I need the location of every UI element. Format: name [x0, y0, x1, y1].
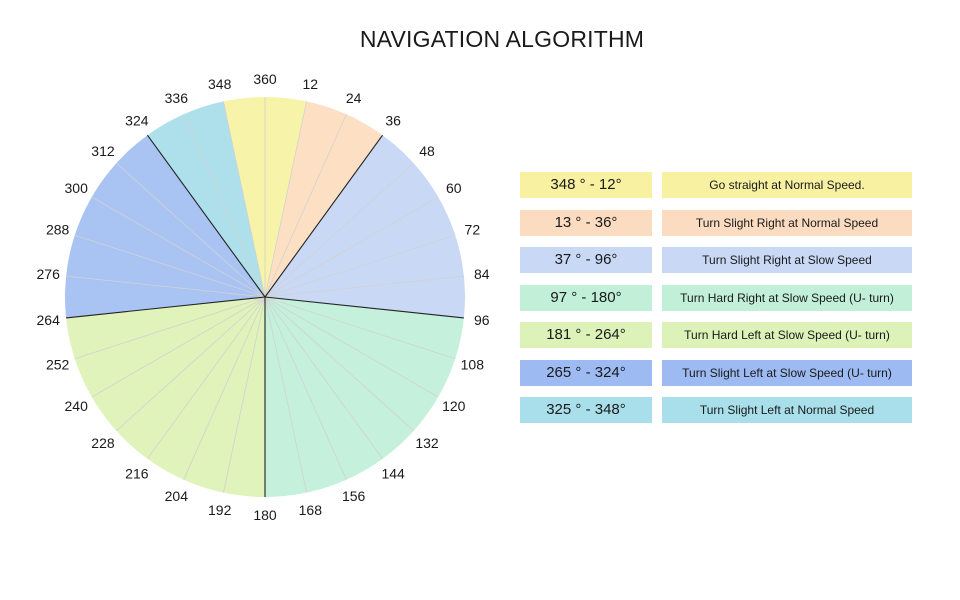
degree-tick-label: 96 [474, 312, 490, 328]
legend-range: 181 ° - 264° [520, 322, 652, 348]
division-line [264, 275, 464, 298]
division-line [116, 296, 266, 432]
division-line [264, 296, 414, 432]
degree-tick-label: 204 [165, 488, 189, 504]
legend-range: 13 ° - 36° [520, 209, 652, 236]
division-line [264, 296, 347, 480]
division-line [264, 196, 439, 298]
legend-action: Turn Slight Left at Slow Speed (U- turn) [662, 359, 912, 386]
degree-tick-label: 156 [342, 488, 366, 504]
division-line [74, 296, 266, 360]
division-line [183, 114, 266, 298]
legend-action: Turn Slight Right at Slow Speed [662, 247, 912, 273]
degree-tick-label: 48 [419, 143, 435, 159]
division-line [264, 234, 456, 298]
degree-tick-label: 276 [37, 266, 61, 282]
legend-action: Go straight at Normal Speed. [662, 172, 912, 198]
division-line [264, 296, 307, 493]
wheel-zone [265, 135, 465, 318]
degree-tick-label: 240 [65, 398, 89, 414]
legend-range: 97 ° - 180° [520, 284, 652, 311]
division-line [74, 234, 266, 298]
wheel-zone [265, 297, 464, 497]
legend-action: Turn Hard Left at Slow Speed (U- turn) [662, 322, 912, 348]
degree-tick-label: 336 [165, 90, 189, 106]
degree-tick-label: 180 [253, 507, 277, 523]
wheel-zone [147, 101, 265, 298]
division-line [264, 114, 347, 298]
legend-row: 37 ° - 96° Turn Slight Right at Slow Spe… [520, 247, 912, 285]
zone-boundary-line [264, 134, 384, 298]
legend-action: Turn Slight Left at Normal Speed [662, 397, 912, 423]
zone-boundary-line [146, 134, 266, 298]
legend-range: 325 ° - 348° [520, 397, 652, 423]
degree-tick-label: 300 [65, 180, 89, 196]
degree-tick-label: 144 [381, 465, 405, 481]
degree-tick-label: 348 [208, 76, 232, 92]
legend-row: 97 ° - 180° Turn Hard Right at Slow Spee… [520, 284, 912, 323]
page-title: NAVIGATION ALGORITHM [359, 26, 645, 52]
degree-tick-label: 192 [208, 502, 232, 518]
degree-tick-label: 252 [46, 356, 70, 372]
degree-tick-label: 216 [125, 465, 149, 481]
division-line [183, 296, 266, 480]
legend: 348 ° - 12° Go straight at Normal Speed.… [520, 172, 912, 435]
division-line [91, 196, 266, 298]
degree-tick-label: 72 [465, 222, 481, 238]
legend-range: 37 ° - 96° [520, 247, 652, 273]
degree-tick-label: 264 [37, 312, 61, 328]
legend-row: 13 ° - 36° Turn Slight Right at Normal S… [520, 209, 912, 248]
division-line [223, 101, 266, 298]
degree-tick-label: 12 [303, 76, 319, 92]
degree-tick-label: 228 [91, 435, 115, 451]
degree-tick-label: 312 [91, 143, 115, 159]
degree-tick-label: 60 [446, 180, 462, 196]
division-line [66, 275, 266, 298]
division-line [264, 162, 414, 298]
degree-tick-label: 24 [346, 90, 362, 106]
degree-tick-label: 324 [125, 113, 149, 129]
degree-tick-label: 84 [474, 266, 490, 282]
degree-tick-label: 132 [415, 435, 439, 451]
degree-tick-label: 108 [461, 356, 485, 372]
navigation-wheel: 360 12 24 36 48 60 72 84 96 108 120 132 144 156 168 180… [37, 71, 490, 523]
legend-action: Turn Hard Right at Slow Speed (U- turn) [662, 284, 912, 311]
division-line [91, 296, 266, 398]
wheel-zone [66, 297, 265, 497]
division-line [264, 296, 456, 360]
degree-tick-label: 120 [442, 398, 466, 414]
division-line [147, 296, 266, 460]
division-line [116, 162, 266, 298]
division-line [264, 296, 439, 398]
legend-row: 348 ° - 12° Go straight at Normal Speed. [520, 172, 912, 210]
degree-tick-label: 288 [46, 222, 70, 238]
division-line [264, 296, 383, 460]
division-line [223, 296, 266, 493]
degree-tick-label: 360 [253, 71, 277, 87]
legend-row: 181 ° - 264° Turn Hard Left at Slow Spee… [520, 322, 912, 360]
legend-action: Turn Slight Right at Normal Speed [662, 209, 912, 236]
legend-row: 325 ° - 348° Turn Slight Left at Normal … [520, 397, 912, 435]
zone-boundary-line [66, 296, 266, 319]
degree-tick-label: 36 [385, 113, 401, 129]
zone-boundary-line [264, 296, 464, 319]
legend-range: 348 ° - 12° [520, 172, 652, 198]
degree-tick-label: 168 [299, 502, 323, 518]
legend-range: 265 ° - 324° [520, 359, 652, 386]
wheel-zone [65, 135, 265, 318]
wheel-zone [265, 101, 383, 298]
legend-row: 265 ° - 324° Turn Slight Left at Slow Sp… [520, 359, 912, 398]
division-line [264, 101, 307, 298]
